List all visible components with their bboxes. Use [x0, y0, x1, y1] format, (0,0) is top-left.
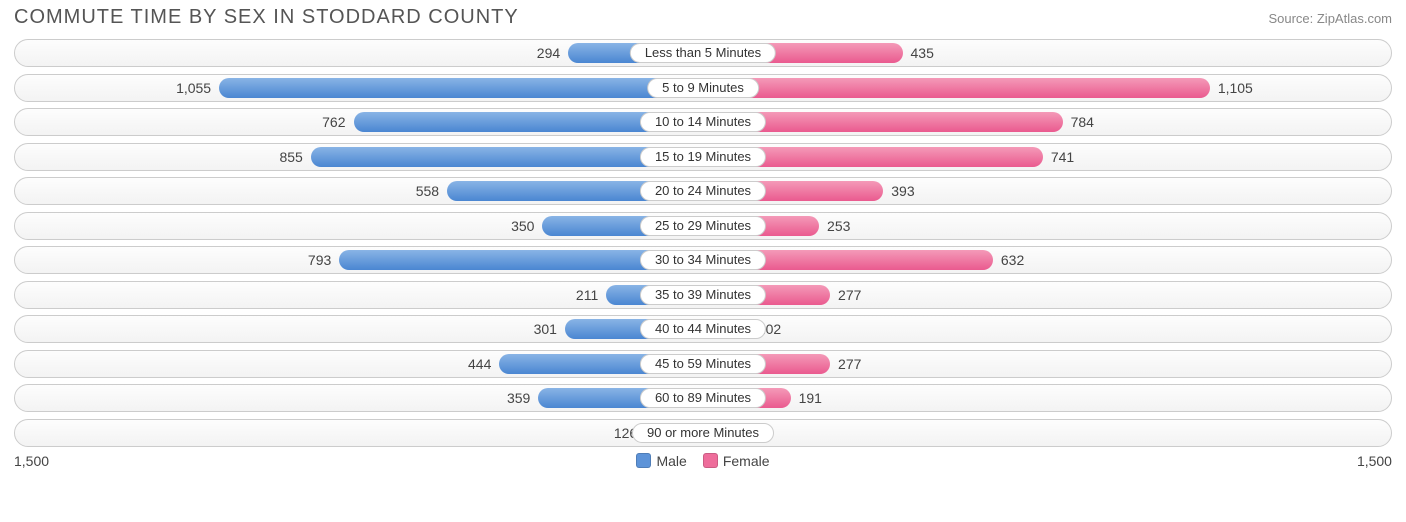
value-label-male: 301 — [534, 316, 557, 344]
bar-row: 1,055 1,105 5 to 9 Minutes — [14, 74, 1392, 102]
category-label: 35 to 39 Minutes — [640, 285, 766, 305]
bar-row: 294 435 Less than 5 Minutes — [14, 39, 1392, 67]
value-label-female: 277 — [838, 282, 861, 310]
value-label-female: 191 — [799, 385, 822, 413]
bar-row: 793 632 30 to 34 Minutes — [14, 246, 1392, 274]
legend-label-female: Female — [723, 453, 770, 469]
axis-max-right: 1,500 — [1357, 453, 1392, 469]
value-label-male: 444 — [468, 351, 491, 379]
chart-footer: 1,500 Male Female 1,500 — [0, 453, 1406, 469]
chart-header: COMMUTE TIME BY SEX IN STODDARD COUNTY S… — [0, 0, 1406, 33]
value-label-female: 741 — [1051, 144, 1074, 172]
bar-male — [219, 78, 703, 98]
swatch-male — [636, 453, 651, 468]
bar-row: 762 784 10 to 14 Minutes — [14, 108, 1392, 136]
category-label: 90 or more Minutes — [632, 423, 774, 443]
value-label-female: 1,105 — [1218, 75, 1253, 103]
value-label-male: 558 — [416, 178, 439, 206]
legend-item-male: Male — [636, 453, 686, 469]
category-label: 60 to 89 Minutes — [640, 388, 766, 408]
category-label: 10 to 14 Minutes — [640, 112, 766, 132]
value-label-female: 784 — [1071, 109, 1094, 137]
value-label-female: 632 — [1001, 247, 1024, 275]
axis-max-left: 1,500 — [14, 453, 49, 469]
category-label: 40 to 44 Minutes — [640, 319, 766, 339]
category-label: Less than 5 Minutes — [630, 43, 776, 63]
value-label-female: 435 — [911, 40, 934, 68]
chart-title: COMMUTE TIME BY SEX IN STODDARD COUNTY — [14, 6, 519, 29]
category-label: 5 to 9 Minutes — [647, 78, 759, 98]
bar-row: 855 741 15 to 19 Minutes — [14, 143, 1392, 171]
value-label-female: 253 — [827, 213, 850, 241]
value-label-male: 350 — [511, 213, 534, 241]
value-label-male: 294 — [537, 40, 560, 68]
value-label-male: 1,055 — [176, 75, 211, 103]
bar-row: 350 253 25 to 29 Minutes — [14, 212, 1392, 240]
category-label: 25 to 29 Minutes — [640, 216, 766, 236]
bar-row: 1266490 or more Minutes — [14, 419, 1392, 447]
bar-row: 359 191 60 to 89 Minutes — [14, 384, 1392, 412]
value-label-female: 277 — [838, 351, 861, 379]
bar-female — [703, 78, 1210, 98]
category-label: 15 to 19 Minutes — [640, 147, 766, 167]
value-label-female: 393 — [891, 178, 914, 206]
category-label: 30 to 34 Minutes — [640, 250, 766, 270]
bar-row: 444 277 45 to 59 Minutes — [14, 350, 1392, 378]
value-label-male: 762 — [322, 109, 345, 137]
category-label: 20 to 24 Minutes — [640, 181, 766, 201]
chart-area: 294 435 Less than 5 Minutes 1,055 1,105 5 to … — [0, 33, 1406, 447]
swatch-female — [703, 453, 718, 468]
bar-row: 211 277 35 to 39 Minutes — [14, 281, 1392, 309]
value-label-male: 793 — [308, 247, 331, 275]
category-label: 45 to 59 Minutes — [640, 354, 766, 374]
value-label-male: 211 — [576, 282, 598, 310]
chart-source: Source: ZipAtlas.com — [1268, 11, 1392, 26]
bar-row: 30110240 to 44 Minutes — [14, 315, 1392, 343]
legend-label-male: Male — [656, 453, 686, 469]
value-label-male: 855 — [279, 144, 302, 172]
legend-item-female: Female — [703, 453, 770, 469]
bar-row: 558 393 20 to 24 Minutes — [14, 177, 1392, 205]
legend: Male Female — [636, 453, 769, 469]
value-label-male: 359 — [507, 385, 530, 413]
